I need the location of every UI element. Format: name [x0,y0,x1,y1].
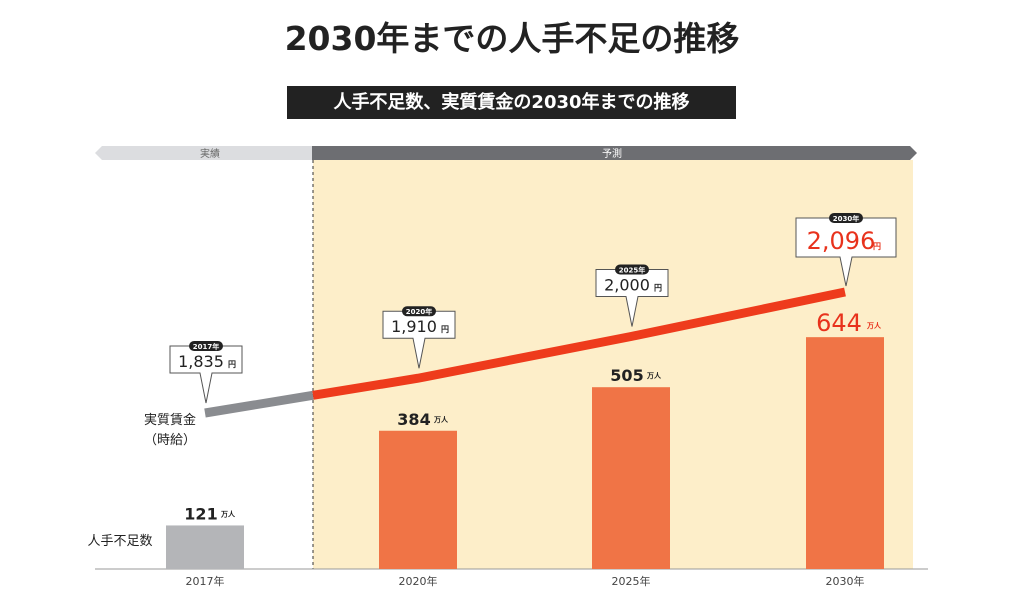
bar-unit-label: 万人 [866,321,882,330]
page-title: 2030年までの人手不足の推移 [284,19,740,58]
shortage-series-label: 人手不足数 [87,534,152,549]
callout-year-badge [829,213,863,224]
wage-line-forecast [312,287,846,400]
callout-year-badge [189,341,223,351]
callout-year-badge [402,306,436,317]
chart-title: 人手不足数、実質賃金の2030年までの推移 [287,86,736,119]
bar-2025年 [592,387,670,569]
actual-period-banner [95,146,312,160]
wage-line-actual [204,390,314,418]
bar-value-label: 384 [397,410,430,429]
wage-series-label: 実質賃金 [144,412,196,428]
wage-unit-label: 円 [441,325,449,334]
bar-2030年 [806,337,884,569]
x-tick-label: 2025年 [612,574,651,588]
callout-year-label: 2030年 [833,214,859,223]
wage-unit-label: 円 [654,284,662,293]
x-tick-label: 2030年 [826,574,865,588]
wage-callout [169,345,243,404]
wage-unit-label: 円 [873,242,881,251]
wage-callout [382,310,456,369]
callout-year-label: 2017年 [193,342,219,351]
wage-value-label: 1,835 [178,352,224,371]
bar-value-label: 644 [816,309,862,337]
actual-period-label: 実績 [200,147,220,160]
callout-year-label: 2020年 [406,307,432,316]
forecast-period-label: 予測 [602,147,622,160]
x-tick-label: 2017年 [186,574,225,588]
bar-unit-label: 万人 [433,415,449,424]
bar-unit-label: 万人 [220,509,236,518]
wage-value-label: 1,910 [391,317,437,336]
callout-year-label: 2025年 [619,266,645,275]
wage-value-label: 2,000 [604,276,650,295]
wage-callout [795,217,897,287]
wage-series-sublabel: （時給） [144,433,196,448]
bar-2017年 [166,525,244,569]
bar-value-label: 121 [184,504,217,523]
wage-value-label: 2,096 [807,227,876,255]
wage-unit-label: 円 [228,360,236,369]
callout-year-badge [615,264,649,275]
bar-2020年 [379,430,457,569]
bar-value-label: 505 [610,366,643,385]
bar-unit-label: 万人 [646,371,662,380]
wage-callout [595,269,669,327]
forecast-period-banner [312,146,917,160]
x-tick-label: 2020年 [399,574,438,588]
